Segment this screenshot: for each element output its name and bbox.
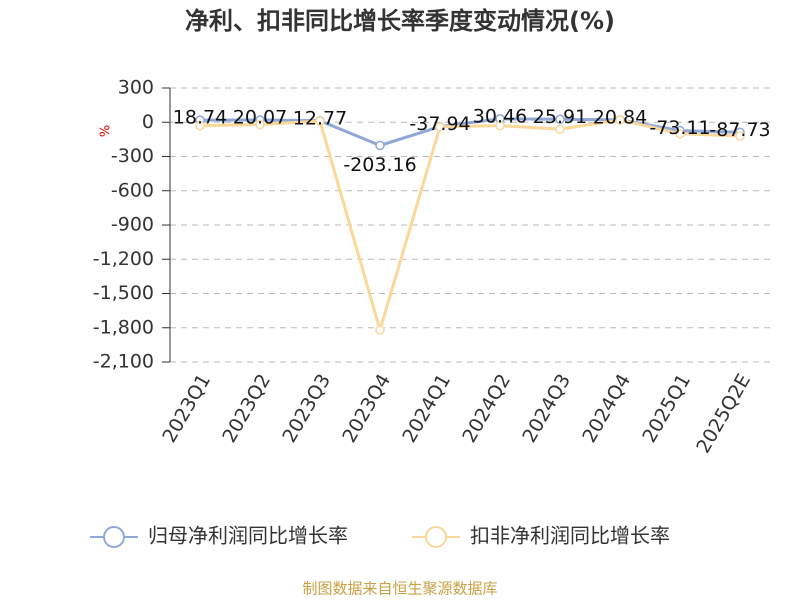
data-label: -73.11 [649, 117, 710, 139]
y-tick-label: -2,100 [93, 351, 154, 373]
data-point [195, 120, 205, 131]
series-line [199, 118, 741, 336]
source-note: 制图数据来自恒生聚源数据库 [302, 580, 497, 598]
data-label: 30.46 [473, 105, 527, 127]
x-tick-label: 2025Q1 [638, 370, 695, 446]
data-point [555, 124, 565, 134]
x-tick-label: 2024Q1 [398, 370, 455, 446]
y-tick-label: -300 [111, 145, 154, 167]
y-axis-label: % [99, 125, 114, 137]
legend-marker [425, 526, 447, 548]
x-tick-label: 2023Q2 [218, 370, 275, 446]
data-label: 18.74 [173, 107, 227, 129]
y-tick-label: -1,800 [93, 316, 154, 338]
legend-label: 归母净利润同比增长率 [148, 524, 348, 548]
data-label: 20.07 [233, 106, 287, 128]
legend-label: 扣非净利润同比增长率 [470, 524, 670, 548]
data-label: 25.91 [533, 106, 587, 128]
data-label: -87.73 [709, 119, 770, 141]
data-point [375, 140, 385, 151]
y-tick-label: -600 [111, 179, 154, 201]
data-point [495, 120, 505, 131]
chart-title: 净利、扣非同比增长率季度变动情况(%) [185, 7, 615, 35]
data-point [735, 131, 745, 141]
data-point [375, 325, 385, 335]
x-tick-label: 2023Q3 [278, 370, 335, 446]
data-point [435, 122, 445, 132]
y-tick-label: -1,200 [93, 248, 154, 270]
data-label: 12.77 [293, 107, 347, 129]
data-label: -37.94 [409, 113, 470, 135]
data-point [255, 119, 265, 130]
y-tick-label: -900 [111, 214, 154, 236]
x-tick-label: 2025Q2E [692, 370, 755, 457]
x-tick-label: 2024Q2 [458, 370, 515, 446]
x-tick-label: 2023Q4 [338, 370, 395, 446]
x-tick-label: 2023Q1 [158, 370, 215, 446]
legend-marker [103, 526, 125, 548]
data-point [315, 116, 325, 126]
y-tick-label: 0 [142, 111, 154, 133]
y-tick-label: 300 [118, 77, 154, 99]
data-point [615, 115, 625, 125]
y-tick-label: -1,500 [93, 282, 154, 304]
data-label: 20.84 [593, 106, 647, 128]
x-tick-label: 2024Q3 [518, 370, 575, 446]
data-point [555, 114, 565, 125]
data-label: -203.16 [343, 154, 416, 176]
x-tick-label: 2024Q4 [578, 370, 635, 446]
series-line [199, 117, 741, 148]
data-point [675, 128, 685, 139]
